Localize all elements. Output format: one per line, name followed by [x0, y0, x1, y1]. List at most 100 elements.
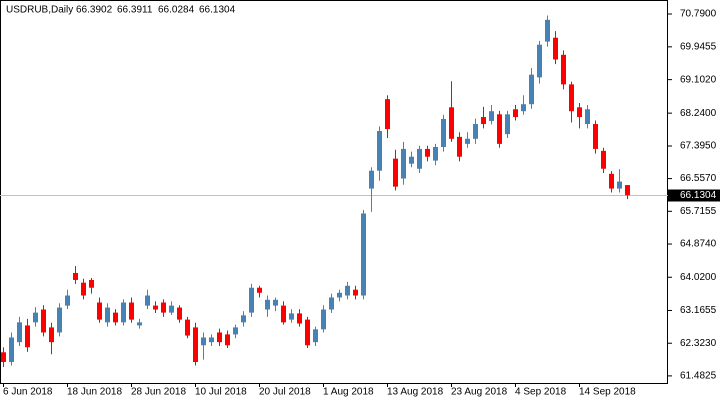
candle-body: [481, 117, 486, 125]
y-tick-label: 64.8740: [680, 239, 717, 250]
candle-body: [513, 109, 518, 118]
candle-body: [201, 337, 206, 346]
candle-body: [185, 319, 190, 336]
candle-body: [489, 111, 494, 121]
header-high: 66.3911: [117, 5, 153, 16]
candle-body: [561, 54, 566, 85]
candle-body: [601, 150, 606, 169]
candle-body: [105, 307, 110, 323]
candle-body: [609, 173, 614, 189]
candle-body: [273, 299, 278, 306]
x-tick-label: 6 Jun 2018: [3, 387, 53, 398]
y-tick-label: 64.0200: [680, 272, 717, 283]
candle-body: [121, 302, 126, 323]
candle-body: [505, 114, 510, 135]
x-tick-label: 4 Sep 2018: [515, 387, 567, 398]
y-tick-label: 65.7155: [680, 206, 717, 217]
candle-body: [569, 84, 574, 112]
candle-body: [169, 305, 174, 313]
candle-body: [129, 302, 134, 320]
candle-body: [353, 289, 358, 296]
candle-body: [521, 104, 526, 112]
candle-body: [625, 185, 630, 196]
candle-body: [81, 282, 86, 296]
candle-body: [257, 287, 262, 293]
y-tick-label: 67.3950: [680, 141, 717, 152]
candle-body: [225, 334, 230, 346]
candle-body: [217, 332, 222, 343]
candle-body: [617, 181, 622, 189]
price-tag: [668, 189, 720, 202]
candle-body: [337, 292, 342, 298]
candle-body: [425, 148, 430, 157]
candle-body: [281, 305, 286, 323]
candle-body: [241, 315, 246, 323]
candle-body: [537, 44, 542, 78]
x-tick-label: 23 Aug 2018: [451, 387, 508, 398]
x-tick-label: 10 Jul 2018: [195, 387, 247, 398]
candle-body: [393, 158, 398, 187]
candle-body: [193, 327, 198, 363]
candle-body: [409, 156, 414, 164]
x-tick-label: 13 Aug 2018: [387, 387, 444, 398]
candle-body: [209, 337, 214, 343]
chart-title: USDRUB,Daily: [6, 5, 73, 16]
candle-body: [377, 131, 382, 171]
candle-body: [161, 302, 166, 313]
y-tick-label: 63.1655: [680, 305, 717, 316]
candle-body: [265, 299, 270, 310]
candle-body: [577, 107, 582, 118]
candle-body: [113, 312, 118, 323]
x-tick-label: 18 Jun 2018: [67, 387, 122, 398]
candle-body: [33, 312, 38, 323]
candle-body: [1, 352, 6, 363]
candle-body: [385, 99, 390, 130]
candle-body: [137, 322, 142, 326]
candle-body: [345, 285, 350, 296]
candle-body: [585, 109, 590, 125]
candle-body: [153, 305, 158, 310]
header-low: 66.0284: [158, 5, 195, 16]
candle-body: [313, 329, 318, 343]
candle-body: [49, 327, 54, 343]
candle-body: [89, 279, 94, 288]
y-tick-label: 68.2400: [680, 108, 717, 119]
candle-body: [177, 307, 182, 320]
candle-body: [529, 74, 534, 105]
candle-body: [473, 124, 478, 139]
candle-body: [545, 19, 550, 42]
header-open: 66.3902: [76, 5, 113, 16]
candle-body: [361, 213, 366, 296]
x-tick-label: 1 Aug 2018: [323, 387, 374, 398]
price-tag-label: 66.1304: [680, 190, 717, 201]
candle-body: [41, 309, 46, 333]
candle-body: [369, 170, 374, 189]
candle-body: [145, 295, 150, 306]
candle-body: [497, 114, 502, 144]
candle-body: [289, 313, 294, 320]
candle-body: [321, 309, 326, 330]
candle-body: [441, 118, 446, 147]
candle-body: [17, 322, 22, 343]
header-close: 66.1304: [199, 5, 236, 16]
x-tick-label: 14 Sep 2018: [579, 387, 636, 398]
candle-body: [465, 138, 470, 144]
candle-body: [25, 325, 30, 348]
candle-body: [57, 307, 62, 333]
y-tick-label: 62.3230: [680, 338, 717, 349]
candle-body: [9, 337, 14, 363]
candle-body: [249, 287, 254, 313]
x-tick-label: 20 Jul 2018: [259, 387, 311, 398]
x-tick-label: 28 Jun 2018: [131, 387, 186, 398]
candle-body: [305, 319, 310, 346]
y-tick-label: 69.9455: [680, 41, 717, 52]
candle-body: [553, 37, 558, 60]
candle-body: [433, 146, 438, 161]
candle-body: [593, 124, 598, 149]
candle-body: [297, 313, 302, 324]
y-tick-label: 61.4825: [680, 371, 717, 382]
candle-body: [449, 107, 454, 139]
candle-body: [401, 148, 406, 179]
candle-body: [65, 295, 70, 306]
